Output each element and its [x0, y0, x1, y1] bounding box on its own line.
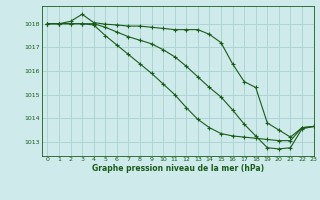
X-axis label: Graphe pression niveau de la mer (hPa): Graphe pression niveau de la mer (hPa) [92, 164, 264, 173]
